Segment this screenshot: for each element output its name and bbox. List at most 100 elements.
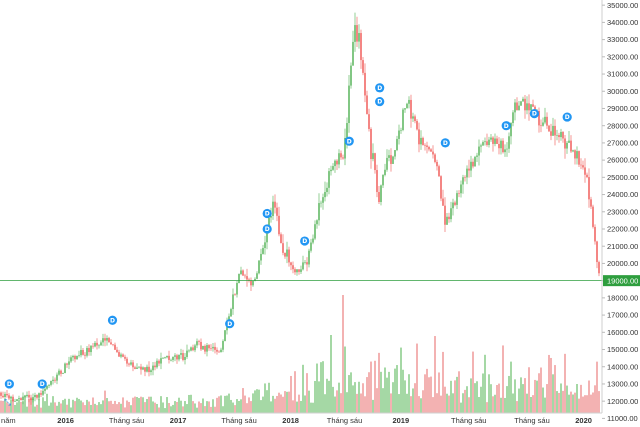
candle-body <box>454 202 456 205</box>
y-tick-label: 15000.00 <box>607 345 638 354</box>
candle-body <box>492 137 494 144</box>
volume-bar <box>418 396 420 413</box>
candle-body <box>548 125 550 132</box>
dividend-marker[interactable]: D <box>529 109 539 119</box>
dividend-marker[interactable]: D <box>107 315 118 325</box>
volume-bar <box>252 393 254 413</box>
candle-body <box>24 396 26 397</box>
candle-body <box>558 135 560 138</box>
dividend-marker-dot <box>300 236 310 246</box>
volume-bar <box>552 374 554 413</box>
volume-bar <box>334 396 336 413</box>
candle-body <box>376 170 378 193</box>
dividend-marker[interactable]: D <box>562 112 572 122</box>
volume-bar <box>24 395 26 413</box>
dividend-marker[interactable]: D <box>37 379 47 389</box>
candle-body <box>48 384 50 386</box>
dividend-marker[interactable]: D <box>375 96 385 107</box>
volume-bar <box>16 402 18 413</box>
candle-body <box>384 169 386 175</box>
candle-body <box>344 137 346 159</box>
candle-body <box>4 393 6 398</box>
dividend-marker[interactable]: D <box>375 83 385 93</box>
volume-bar <box>134 396 136 413</box>
volume-bar <box>420 398 422 413</box>
volume-bar <box>74 401 76 413</box>
y-tick-label: 23000.00 <box>607 207 638 216</box>
candle-body <box>456 193 458 205</box>
candle-body <box>362 60 364 73</box>
candle-body <box>58 370 60 375</box>
volume-bar <box>0 400 2 413</box>
candle-body <box>468 168 470 171</box>
candle-body <box>104 338 106 341</box>
dividend-marker[interactable]: D <box>501 121 511 131</box>
candle-body <box>168 355 170 360</box>
candle-body <box>194 345 196 351</box>
candle-body <box>372 153 374 160</box>
candle-body <box>52 379 54 381</box>
volume-bar <box>196 407 198 413</box>
candle-body <box>502 140 504 153</box>
volume-bar <box>428 377 430 413</box>
candle-body <box>390 155 392 164</box>
candle-body <box>380 185 382 203</box>
candle-body <box>330 169 332 172</box>
y-tick-label: 34000.00 <box>607 18 638 27</box>
volume-bar <box>112 403 114 413</box>
candle-body <box>162 358 164 359</box>
volume-bar <box>312 402 314 413</box>
x-tick-label: 2017 <box>170 416 187 425</box>
volume-bar <box>512 393 514 413</box>
dividend-marker[interactable]: D <box>300 236 310 246</box>
volume-bar <box>432 397 434 413</box>
candle-body <box>358 33 360 42</box>
candle-body <box>128 363 130 365</box>
candle-body <box>154 365 156 368</box>
dividend-marker[interactable]: D <box>262 224 272 234</box>
volume-bar <box>492 396 494 413</box>
candle-body <box>522 98 524 102</box>
candle-body <box>190 347 192 351</box>
expand-icon[interactable]: ⤡ <box>4 398 11 408</box>
dividend-marker[interactable]: D <box>225 319 235 329</box>
volume-bar <box>274 398 276 413</box>
candle-body <box>2 395 4 398</box>
candle-body <box>118 352 120 357</box>
candle-body <box>296 269 298 273</box>
candle-body <box>130 362 132 365</box>
candle-body <box>272 201 274 217</box>
candle-body <box>206 345 208 352</box>
candle-body <box>436 161 438 167</box>
volume-bar <box>426 368 428 413</box>
volume-bar <box>400 347 402 413</box>
dividend-marker[interactable]: D <box>262 208 272 219</box>
dividend-marker[interactable]: D <box>4 379 14 389</box>
volume-bar <box>262 396 264 413</box>
volume-bar <box>514 379 516 413</box>
candle-body <box>350 65 352 86</box>
volume-bar <box>72 399 74 413</box>
y-tick-label: 22000.00 <box>607 225 638 234</box>
candle-body <box>18 398 20 400</box>
volume-bar <box>452 393 454 413</box>
volume-bar <box>430 376 432 413</box>
candle-body <box>410 99 412 119</box>
candle-body <box>552 125 554 136</box>
candle-body <box>188 350 190 352</box>
candle-body <box>460 184 462 194</box>
volume-bar <box>186 404 188 413</box>
volume-bar <box>390 393 392 413</box>
volume-bar <box>260 400 262 413</box>
volume-bar <box>468 397 470 413</box>
dividend-marker[interactable]: D <box>440 138 450 148</box>
volume-bar <box>310 402 312 413</box>
candle-body <box>326 187 328 193</box>
candle-body <box>72 355 74 358</box>
volume-bar <box>44 401 46 413</box>
price-axis: 11000.00 12000.00 13000.00 14000.00 15000.00… <box>601 0 638 423</box>
volume-bar <box>306 373 308 413</box>
dividend-marker[interactable]: D <box>344 136 354 146</box>
